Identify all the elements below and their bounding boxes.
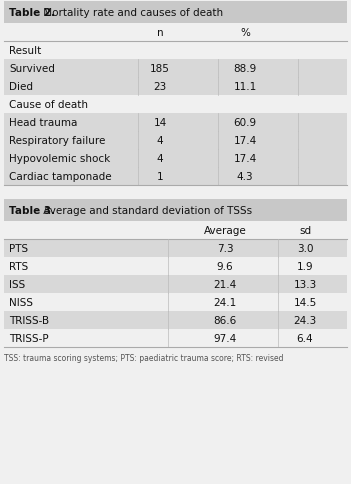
Text: Cause of death: Cause of death: [9, 100, 88, 110]
Text: 3.0: 3.0: [297, 243, 313, 254]
Text: RTS: RTS: [9, 261, 28, 272]
Text: TRISS-P: TRISS-P: [9, 333, 49, 343]
Text: 185: 185: [150, 64, 170, 74]
Bar: [4, 240, 347, 257]
Text: PTS: PTS: [9, 243, 28, 254]
Text: Respiratory failure: Respiratory failure: [9, 136, 105, 146]
Text: 60.9: 60.9: [233, 118, 257, 128]
Bar: [4, 78, 347, 96]
Bar: [4, 2, 347, 24]
Bar: [4, 311, 347, 329]
Bar: [4, 2, 347, 24]
Text: 23: 23: [153, 82, 167, 92]
Bar: [4, 42, 347, 60]
Text: 1: 1: [157, 172, 163, 182]
Text: 17.4: 17.4: [233, 154, 257, 164]
Bar: [4, 150, 347, 167]
Bar: [4, 96, 347, 114]
Text: 97.4: 97.4: [213, 333, 237, 343]
Text: TSS: trauma scoring systems; PTS: paediatric trauma score; RTS: revised: TSS: trauma scoring systems; PTS: paedia…: [4, 353, 284, 362]
Bar: [4, 293, 347, 311]
Text: 11.1: 11.1: [233, 82, 257, 92]
Text: 13.3: 13.3: [293, 279, 317, 289]
Text: 6.4: 6.4: [297, 333, 313, 343]
Text: 14: 14: [153, 118, 167, 128]
Bar: [4, 275, 347, 293]
Text: Died: Died: [9, 82, 33, 92]
Text: 24.1: 24.1: [213, 297, 237, 307]
Text: Survived: Survived: [9, 64, 55, 74]
Text: Hypovolemic shock: Hypovolemic shock: [9, 154, 110, 164]
Bar: [4, 199, 347, 222]
Bar: [4, 199, 347, 222]
Text: 1.9: 1.9: [297, 261, 313, 272]
Bar: [4, 329, 347, 348]
Bar: [4, 167, 347, 186]
Text: 4: 4: [157, 136, 163, 146]
Text: 17.4: 17.4: [233, 136, 257, 146]
Text: Mortality rate and causes of death: Mortality rate and causes of death: [40, 8, 223, 18]
Text: 7.3: 7.3: [217, 243, 233, 254]
Text: TRISS-B: TRISS-B: [9, 316, 49, 325]
Text: Head trauma: Head trauma: [9, 118, 77, 128]
Text: 4: 4: [157, 154, 163, 164]
Bar: [4, 132, 347, 150]
Text: Cardiac tamponade: Cardiac tamponade: [9, 172, 112, 182]
Text: 14.5: 14.5: [293, 297, 317, 307]
Text: Table 3.: Table 3.: [9, 206, 55, 215]
Bar: [4, 114, 347, 132]
Text: 88.9: 88.9: [233, 64, 257, 74]
Text: 9.6: 9.6: [217, 261, 233, 272]
Bar: [4, 257, 347, 275]
Text: Table 2.: Table 2.: [9, 8, 55, 18]
Text: 86.6: 86.6: [213, 316, 237, 325]
Bar: [4, 24, 347, 42]
Text: sd: sd: [299, 226, 311, 236]
Text: 4.3: 4.3: [237, 172, 253, 182]
Text: Result: Result: [9, 46, 41, 56]
Text: n: n: [157, 28, 163, 38]
Text: NISS: NISS: [9, 297, 33, 307]
Text: ISS: ISS: [9, 279, 25, 289]
Text: Average: Average: [204, 226, 246, 236]
Text: 24.3: 24.3: [293, 316, 317, 325]
Bar: [4, 222, 347, 240]
Text: 21.4: 21.4: [213, 279, 237, 289]
Text: %: %: [240, 28, 250, 38]
Bar: [0, 186, 351, 199]
Text: Average and standard deviation of TSSs: Average and standard deviation of TSSs: [40, 206, 252, 215]
Bar: [4, 60, 347, 78]
